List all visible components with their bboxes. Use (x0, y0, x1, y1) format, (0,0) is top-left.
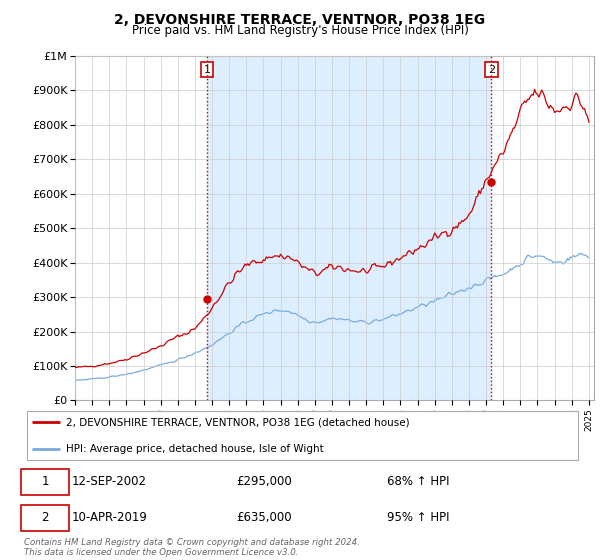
Text: 12-SEP-2002: 12-SEP-2002 (71, 475, 146, 488)
Text: Contains HM Land Registry data © Crown copyright and database right 2024.
This d: Contains HM Land Registry data © Crown c… (24, 538, 360, 557)
Text: 2: 2 (41, 511, 49, 524)
Text: 2, DEVONSHIRE TERRACE, VENTNOR, PO38 1EG (detached house): 2, DEVONSHIRE TERRACE, VENTNOR, PO38 1EG… (66, 417, 409, 427)
Text: 68% ↑ HPI: 68% ↑ HPI (387, 475, 449, 488)
Text: 2, DEVONSHIRE TERRACE, VENTNOR, PO38 1EG: 2, DEVONSHIRE TERRACE, VENTNOR, PO38 1EG (115, 13, 485, 27)
Text: 1: 1 (41, 475, 49, 488)
FancyBboxPatch shape (27, 411, 578, 460)
Text: £635,000: £635,000 (236, 511, 292, 524)
Text: 2: 2 (488, 64, 495, 74)
Text: 1: 1 (203, 64, 211, 74)
Text: 95% ↑ HPI: 95% ↑ HPI (387, 511, 449, 524)
Text: 10-APR-2019: 10-APR-2019 (71, 511, 148, 524)
FancyBboxPatch shape (21, 469, 68, 494)
Text: £295,000: £295,000 (236, 475, 292, 488)
Text: HPI: Average price, detached house, Isle of Wight: HPI: Average price, detached house, Isle… (66, 444, 323, 454)
Bar (207, 56, 491, 400)
FancyBboxPatch shape (21, 505, 68, 531)
Text: Price paid vs. HM Land Registry's House Price Index (HPI): Price paid vs. HM Land Registry's House … (131, 24, 469, 37)
